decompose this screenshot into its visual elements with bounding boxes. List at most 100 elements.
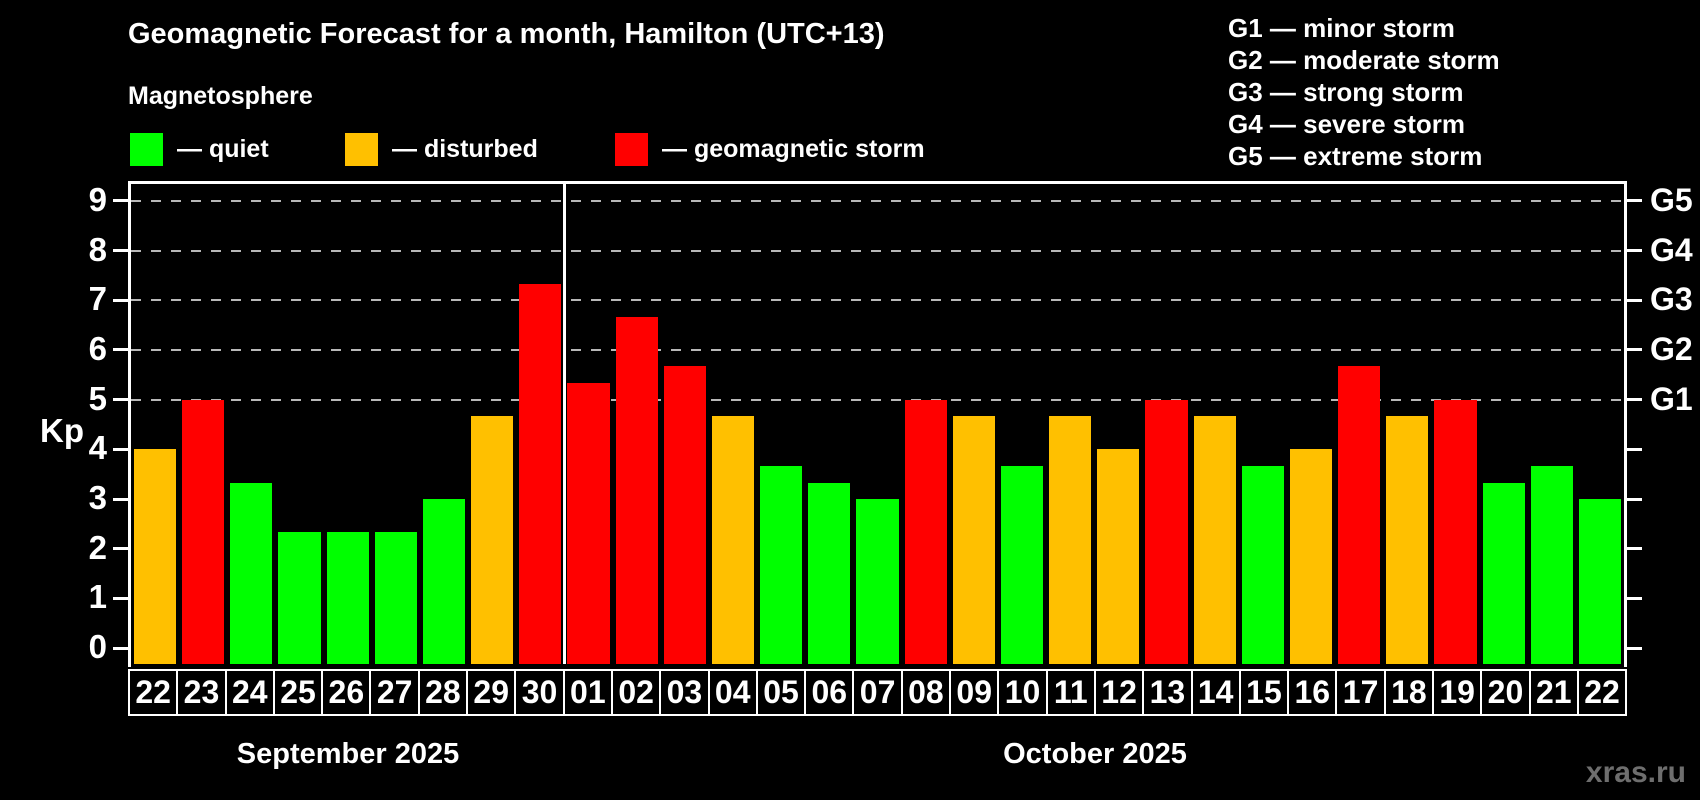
right-axis-label-g2: G2	[1650, 330, 1693, 367]
month-label-september: September 2025	[236, 738, 460, 770]
left-tick-7	[113, 298, 128, 302]
y-axis-tick-label-4: 4	[88, 429, 107, 467]
disturbed-color-swatch	[345, 133, 378, 166]
date-cell-oct-13: 13	[1142, 669, 1193, 716]
watermark: xras.ru	[1585, 756, 1686, 789]
left-tick-9	[113, 199, 128, 203]
y-axis-tick-label-3: 3	[88, 479, 107, 517]
g3-legend-line: G3 — strong storm	[1228, 77, 1464, 107]
date-cell-oct-22: 22	[1576, 669, 1628, 716]
right-tick-1	[1627, 596, 1642, 600]
bar-oct-07	[856, 499, 899, 664]
date-cell-oct-19: 19	[1432, 669, 1483, 716]
y-axis-tick-label-1: 1	[88, 578, 107, 616]
date-cell-oct-07: 07	[852, 669, 903, 716]
date-cell-oct-11: 11	[1045, 669, 1096, 716]
date-cell-sep-25: 25	[272, 669, 324, 716]
bar-oct-05	[760, 465, 803, 664]
left-tick-8	[113, 249, 128, 253]
date-cell-sep-29: 29	[466, 669, 517, 716]
left-tick-4	[113, 447, 128, 451]
bar-sep-23	[182, 399, 225, 664]
gridline-kp-6	[131, 348, 1624, 351]
date-cell-oct-08: 08	[900, 669, 952, 716]
y-axis-tick-label-6: 6	[88, 329, 107, 367]
date-cell-sep-24: 24	[224, 669, 275, 716]
bar-oct-18	[1386, 416, 1429, 664]
month-label-october: October 2025	[1003, 738, 1187, 770]
date-cell-oct-20: 20	[1480, 669, 1531, 716]
date-cell-oct-02: 02	[610, 669, 662, 716]
legend-item-disturbed: — disturbed	[345, 133, 538, 166]
bar-oct-13	[1145, 399, 1188, 664]
date-cell-oct-01: 01	[562, 669, 613, 716]
y-axis-tick-label-0: 0	[88, 628, 107, 666]
month-divider-line	[562, 184, 566, 664]
quiet-color-swatch	[130, 133, 163, 166]
date-cell-oct-04: 04	[707, 669, 758, 716]
date-cell-oct-14: 14	[1190, 669, 1241, 716]
date-cell-oct-21: 21	[1528, 669, 1579, 716]
date-axis-strip: 22 23 24 25 26 27 28 29 30 01 02 03 04 05 06 07 08 09 10 11…	[128, 669, 1628, 716]
bar-oct-15	[1241, 465, 1284, 664]
date-cell-oct-09: 09	[949, 669, 1000, 716]
bar-oct-01	[567, 383, 610, 664]
bar-oct-02	[615, 316, 658, 664]
right-tick-3	[1627, 497, 1642, 501]
y-axis-label-kp: Kp	[40, 412, 84, 449]
right-axis-label-g1: G1	[1650, 380, 1693, 417]
bar-sep-24	[230, 482, 273, 664]
left-tick-1	[113, 596, 128, 600]
left-tick-5	[113, 398, 128, 402]
date-cell-oct-18: 18	[1383, 669, 1435, 716]
bar-oct-08	[904, 399, 947, 664]
gridline-kp-9	[131, 199, 1624, 202]
bar-oct-09	[952, 416, 995, 664]
g2-legend-line: G2 — moderate storm	[1228, 45, 1500, 75]
bar-oct-16	[1289, 449, 1333, 664]
right-tick-0	[1627, 646, 1642, 650]
right-axis-label-g4: G4	[1650, 231, 1693, 268]
bar-sep-29	[471, 416, 514, 664]
right-tick-4	[1627, 447, 1642, 451]
right-tick-8	[1627, 249, 1642, 253]
y-axis-tick-label-8: 8	[88, 230, 107, 268]
date-cell-sep-26: 26	[321, 669, 372, 716]
legend-item-quiet: — quiet	[130, 133, 269, 166]
date-cell-sep-27: 27	[369, 669, 420, 716]
gridline-kp-8	[131, 249, 1624, 252]
bar-sep-30	[519, 283, 562, 664]
storm-color-swatch	[615, 133, 648, 166]
date-cell-oct-16: 16	[1287, 669, 1338, 716]
date-cell-oct-12: 12	[1093, 669, 1145, 716]
date-cell-sep-30: 30	[514, 669, 565, 716]
bar-sep-26	[326, 532, 369, 664]
g1-legend-line: G1 — minor storm	[1228, 13, 1455, 43]
bar-oct-04	[711, 416, 755, 664]
date-cell-sep-23: 23	[176, 669, 227, 716]
right-tick-7	[1627, 298, 1642, 302]
right-tick-6	[1627, 348, 1642, 352]
bar-oct-03	[663, 366, 706, 664]
bar-oct-10	[1000, 465, 1044, 664]
date-cell-sep-22: 22	[128, 669, 179, 716]
right-tick-2	[1627, 547, 1642, 551]
bar-sep-27	[374, 532, 417, 664]
date-cell-oct-15: 15	[1238, 669, 1290, 716]
bar-oct-14	[1193, 416, 1236, 664]
bar-oct-06	[808, 482, 851, 664]
date-cell-oct-06: 06	[804, 669, 855, 716]
legend-label-quiet: — quiet	[177, 135, 269, 163]
storm-scale-legend: G1 — minor storm G2 — moderate storm G3 …	[1228, 12, 1500, 172]
legend-item-storm: — geomagnetic storm	[615, 133, 925, 166]
y-axis-tick-label-5: 5	[88, 379, 107, 417]
bar-sep-22	[134, 449, 177, 664]
page-title: Geomagnetic Forecast for a month, Hamilt…	[128, 18, 885, 50]
y-axis-tick-label-9: 9	[88, 180, 107, 218]
bar-oct-21	[1530, 465, 1573, 664]
bar-sep-25	[278, 532, 321, 664]
left-tick-0	[113, 646, 128, 650]
bar-oct-20	[1482, 482, 1525, 664]
gridline-kp-5	[131, 398, 1624, 401]
